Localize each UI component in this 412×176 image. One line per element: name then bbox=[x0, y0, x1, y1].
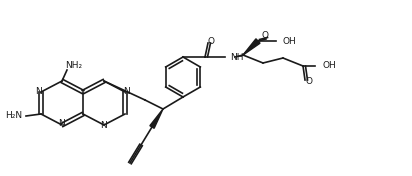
Text: OH: OH bbox=[283, 36, 297, 46]
Text: O: O bbox=[306, 77, 312, 86]
Text: O: O bbox=[208, 37, 215, 46]
Text: N: N bbox=[35, 87, 42, 96]
Text: N: N bbox=[59, 120, 66, 128]
Text: N: N bbox=[124, 87, 130, 96]
Text: O: O bbox=[262, 32, 269, 40]
Text: OH: OH bbox=[323, 61, 337, 71]
Polygon shape bbox=[243, 39, 260, 55]
Text: NH: NH bbox=[230, 52, 243, 61]
Text: NH₂: NH₂ bbox=[66, 61, 82, 70]
Text: N: N bbox=[101, 121, 108, 130]
Text: H₂N: H₂N bbox=[5, 112, 23, 121]
Polygon shape bbox=[150, 109, 163, 128]
